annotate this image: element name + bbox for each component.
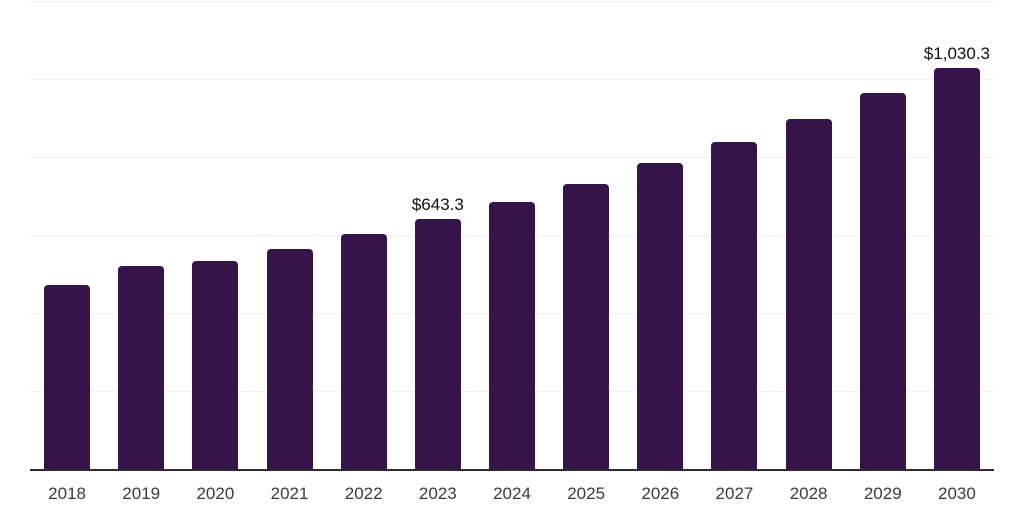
x-tick-label-2019: 2019 — [122, 484, 161, 503]
x-tick-label-2022: 2022 — [344, 484, 383, 503]
gridline-800 — [30, 157, 994, 158]
bar-2022 — [340, 234, 387, 470]
x-tick-label-2026: 2026 — [641, 484, 680, 503]
bar-2023 — [414, 219, 461, 470]
gridline-1200 — [30, 1, 994, 2]
bar-2018 — [44, 285, 91, 470]
x-tick-label-2029: 2029 — [863, 484, 902, 503]
x-tick-label-2021: 2021 — [270, 484, 309, 503]
x-tick-label-2018: 2018 — [48, 484, 86, 503]
bar-2024 — [489, 201, 535, 470]
bar-2028 — [785, 118, 832, 470]
bar-2026 — [637, 163, 684, 470]
x-axis-line — [30, 469, 994, 471]
bar-2020 — [192, 260, 239, 470]
bar-2029 — [859, 92, 906, 470]
bar-value-label-2030: $1,030.3 — [923, 44, 991, 64]
bar-value-label-2023: $643.3 — [411, 195, 464, 215]
x-tick-label-2027: 2027 — [715, 484, 754, 503]
x-tick-label-2028: 2028 — [789, 484, 828, 503]
x-tick-label-2030: 2030 — [938, 484, 976, 503]
bar-2019 — [118, 266, 165, 470]
x-tick-label-2020: 2020 — [196, 484, 235, 503]
x-tick-label-2024: 2024 — [493, 484, 531, 503]
x-tick-label-2025: 2025 — [567, 484, 606, 503]
x-tick-label-2023: 2023 — [418, 484, 457, 503]
gridline-1000 — [30, 79, 994, 80]
bar-2025 — [563, 183, 610, 470]
bar-2027 — [711, 141, 758, 470]
bar-2021 — [266, 249, 313, 470]
bar-2030 — [933, 68, 980, 470]
